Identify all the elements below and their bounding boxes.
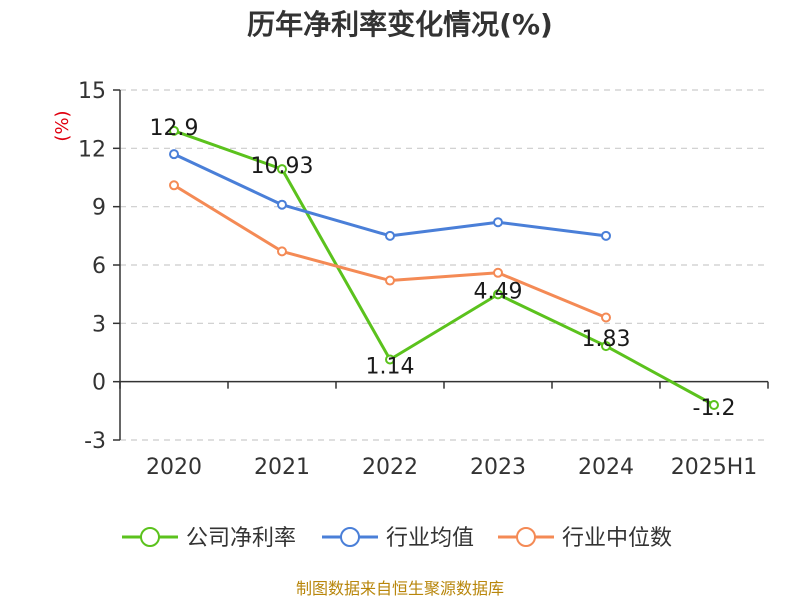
data-label: -1.2	[693, 396, 736, 421]
y-tick-label: 15	[78, 79, 106, 104]
x-tick-label: 2025H1	[671, 455, 758, 480]
legend-label: 公司净利率	[186, 526, 296, 551]
source-note: 制图数据来自恒生聚源数据库	[296, 579, 504, 598]
legend-swatch-marker	[340, 527, 360, 547]
data-point	[277, 246, 287, 257]
series-lines	[169, 125, 719, 410]
data-point	[169, 180, 179, 191]
data-point	[385, 354, 395, 365]
y-tick-label: 9	[92, 196, 106, 221]
data-label: 4.49	[474, 279, 523, 304]
y-tick-label: 6	[92, 254, 106, 279]
x-tick-label: 2021	[254, 455, 310, 480]
legend: 公司净利率 行业均值 行业中位数	[122, 526, 672, 551]
legend-label: 行业均值	[386, 526, 474, 551]
data-label: 10.93	[251, 154, 314, 179]
data-point	[169, 149, 179, 160]
x-tick-label: 2023	[470, 455, 526, 480]
y-tick-label: 12	[78, 137, 106, 162]
data-label: 12.9	[150, 116, 199, 141]
data-point	[709, 400, 719, 410]
x-tick-label: 2024	[578, 455, 634, 480]
data-label: 1.14	[366, 355, 415, 380]
data-point	[601, 230, 611, 241]
x-tick-label: 2020	[146, 455, 202, 480]
data-point	[277, 199, 287, 210]
data-point	[493, 289, 503, 300]
data-point	[493, 217, 503, 228]
y-tick-label: -3	[84, 429, 106, 454]
y-tick-label: 3	[92, 312, 106, 337]
legend-label: 行业中位数	[562, 526, 672, 551]
legend-swatch-marker	[516, 527, 536, 547]
gridlines	[120, 89, 768, 441]
axes: -3 0 3 6 9 12 15 2020 2021 2022 2023 2024 2025H1	[78, 79, 769, 480]
legend-swatch-marker	[140, 527, 160, 547]
data-point	[493, 267, 503, 278]
series-line-0	[173, 129, 715, 407]
chart-title: 历年净利率变化情况(%)	[247, 8, 553, 41]
data-point	[385, 230, 395, 241]
data-point	[601, 341, 611, 352]
x-tick-label: 2022	[362, 455, 418, 480]
data-point	[385, 275, 395, 286]
data-label: 1.83	[582, 327, 631, 352]
y-tick-label: 0	[92, 371, 106, 396]
data-labels: 12.9 10.93 1.14 4.49 1.83 -1.2	[150, 116, 736, 421]
y-axis-unit-label: (%)	[52, 110, 73, 141]
data-point	[169, 125, 179, 136]
data-point	[277, 164, 287, 175]
series-line-2	[173, 183, 607, 319]
data-point	[601, 312, 611, 323]
